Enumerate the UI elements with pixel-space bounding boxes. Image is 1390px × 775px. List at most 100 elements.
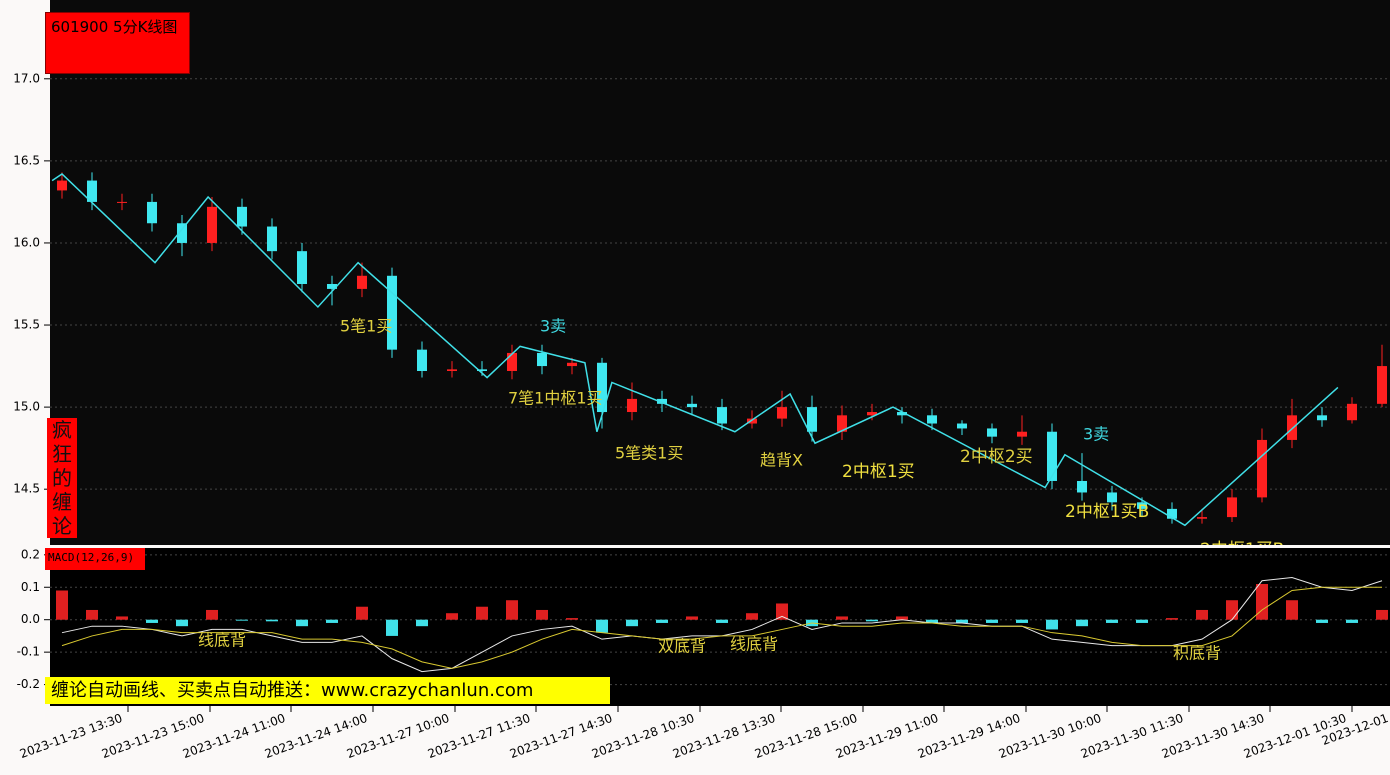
candle-body	[867, 412, 877, 416]
candle-body	[57, 180, 67, 191]
macd-bar	[1136, 619, 1148, 623]
macd-bar	[476, 606, 488, 620]
macd-bar	[1106, 619, 1118, 623]
candle-body	[717, 407, 727, 424]
macd-bar	[146, 619, 158, 623]
candle-body	[267, 226, 277, 252]
macd-bar	[1346, 619, 1358, 623]
macd-bar	[836, 616, 848, 620]
macd-bar	[716, 619, 728, 623]
side-label: 疯狂的缠论	[47, 418, 77, 538]
candle-body	[597, 362, 607, 413]
macd-bar	[176, 619, 188, 627]
candle-body	[777, 407, 787, 419]
candle-body	[1317, 415, 1327, 421]
macd-bar	[566, 618, 578, 620]
candle-body	[957, 423, 967, 429]
annotation: 线底背	[730, 635, 778, 654]
macd-bar	[1226, 600, 1238, 620]
candle-body	[237, 206, 247, 227]
candle-body	[297, 251, 307, 284]
macd-bar	[686, 616, 698, 620]
macd-bar	[1076, 619, 1088, 627]
annotation: 3卖	[540, 317, 566, 336]
candle-body	[1227, 497, 1237, 518]
y-tick-label: 14.5	[13, 482, 40, 496]
macd-bar	[326, 619, 338, 623]
macd-label: MACD(12,26,9)	[45, 548, 145, 570]
candle-body	[417, 349, 427, 371]
y-tick-label: 0.2	[21, 547, 40, 561]
dea-line	[61, 586, 1382, 669]
macd-bar	[1316, 619, 1328, 623]
macd-bar	[206, 609, 218, 620]
annotation: 2中枢1买	[842, 462, 915, 482]
candle-body	[477, 369, 487, 371]
candle-body	[1137, 502, 1147, 509]
macd-bar	[1256, 584, 1268, 620]
annotation: 3卖	[1083, 425, 1109, 444]
candle-body	[87, 180, 97, 202]
candle-body	[1167, 508, 1177, 519]
candle-body	[1077, 480, 1087, 493]
macd-bar	[236, 619, 248, 621]
annotation: 5笔1买	[340, 317, 392, 336]
macd-bar	[866, 619, 878, 622]
macd-bar	[446, 613, 458, 620]
macd-bar	[1166, 618, 1178, 620]
candle-body	[687, 403, 697, 408]
banner: 缠论自动画线、买卖点自动推送：www.crazychanlun.com	[45, 677, 610, 704]
macd-bar	[1046, 619, 1058, 630]
annotation: 线底背	[198, 631, 246, 650]
y-tick-label: 15.5	[13, 318, 40, 332]
macd-bar	[926, 619, 938, 623]
macd-bar	[1376, 609, 1388, 620]
candle-body	[747, 418, 757, 424]
candle-body	[927, 415, 937, 424]
candle-body	[447, 369, 457, 371]
candle-body	[327, 283, 337, 289]
macd-bar	[626, 619, 638, 627]
candle-body	[357, 275, 367, 289]
macd-bar	[746, 613, 758, 620]
candle-body	[147, 201, 157, 224]
macd-bar	[776, 603, 788, 620]
candle-body	[387, 275, 397, 350]
macd-bar	[356, 606, 368, 620]
candle-body	[1197, 517, 1207, 519]
macd-bar	[506, 600, 518, 620]
chart-title: 601900 5分K线图	[45, 12, 190, 74]
y-tick-label: 16.0	[13, 235, 40, 249]
y-tick-label: 17.0	[13, 71, 40, 85]
annotation: 积底背	[1173, 644, 1221, 663]
macd-bar	[266, 619, 278, 622]
macd-bar	[896, 616, 908, 620]
annotation: 5笔类1买	[615, 444, 683, 463]
macd-bar	[56, 590, 68, 620]
macd-bar	[536, 609, 548, 620]
y-tick-label: -0.2	[17, 677, 40, 691]
annotation: 7笔1中枢1买	[508, 389, 603, 408]
macd-bar	[986, 619, 998, 623]
y-tick-label: 15.0	[13, 400, 40, 414]
candle-body	[1347, 403, 1357, 421]
macd-bar	[656, 619, 668, 623]
macd-bar	[116, 616, 128, 620]
main-panel	[50, 0, 1390, 545]
y-tick-label: -0.1	[17, 645, 40, 659]
candle-body	[537, 352, 547, 367]
candle-body	[1017, 431, 1027, 437]
candle-body	[627, 398, 637, 413]
candle-body	[507, 352, 517, 371]
candle-body	[897, 412, 907, 416]
candle-body	[657, 398, 667, 404]
candle-body	[1107, 492, 1117, 503]
candle-body	[1377, 366, 1387, 404]
y-tick-label: 0.0	[21, 612, 40, 626]
candle-body	[207, 206, 217, 243]
macd-bar	[1016, 619, 1028, 623]
macd-bar	[296, 619, 308, 627]
candle-body	[117, 201, 127, 203]
